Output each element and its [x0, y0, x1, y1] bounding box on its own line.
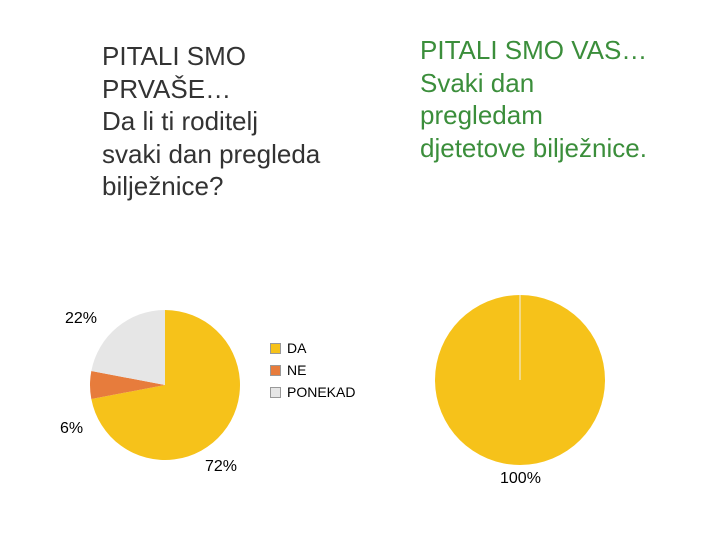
pie-slice-label: 22% — [65, 310, 97, 328]
legend-item: NE — [270, 362, 355, 378]
pie-slice-label: 6% — [60, 420, 83, 438]
right-pie-chart: 100% — [420, 290, 680, 500]
left-pie-svg — [70, 290, 260, 480]
legend-label: NE — [287, 362, 306, 378]
legend-item: DA — [270, 340, 355, 356]
left-heading: PITALI SMO PRVAŠE…Da li ti roditelj svak… — [102, 40, 322, 203]
legend-label: DA — [287, 340, 306, 356]
legend-swatch — [270, 365, 281, 376]
left-pie-chart: 72%6%22%DANEPONEKAD — [70, 290, 370, 500]
right-pie-svg — [420, 290, 620, 480]
legend-swatch — [270, 343, 281, 354]
legend-item: PONEKAD — [270, 384, 355, 400]
pie-slice-label: 72% — [205, 458, 237, 476]
legend-label: PONEKAD — [287, 384, 355, 400]
pie-slice-label: 100% — [500, 470, 541, 488]
slide: PITALI SMO PRVAŠE…Da li ti roditelj svak… — [0, 0, 720, 540]
right-heading: PITALI SMO VAS…Svaki dan pregledam djete… — [420, 34, 650, 164]
chart-legend: DA NE PONEKAD — [270, 340, 355, 406]
legend-swatch — [270, 387, 281, 398]
